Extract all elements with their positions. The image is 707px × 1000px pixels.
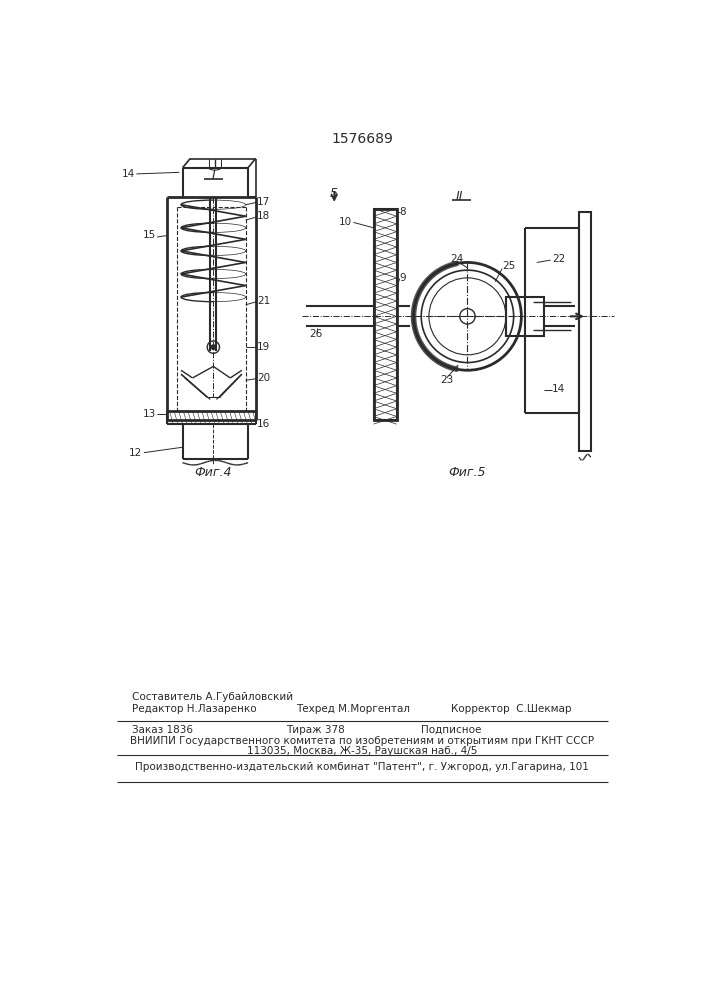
Text: Фиг.4: Фиг.4 — [194, 466, 232, 479]
Bar — [373, 209, 397, 420]
Text: I: I — [211, 169, 215, 182]
Circle shape — [211, 345, 216, 349]
Text: Техред М.Моргентал: Техред М.Моргентал — [296, 704, 411, 714]
Text: 16: 16 — [257, 419, 271, 429]
Text: ВНИИПИ Государственного комитета по изобретениям и открытиям при ГКНТ СССР: ВНИИПИ Государственного комитета по изоб… — [130, 736, 594, 746]
Text: 8: 8 — [399, 207, 407, 217]
Text: 23: 23 — [440, 375, 454, 385]
Text: 25: 25 — [502, 261, 515, 271]
Text: Производственно-издательский комбинат "Патент", г. Ужгород, ул.Гагарина, 101: Производственно-издательский комбинат "П… — [135, 762, 589, 772]
Text: 9: 9 — [399, 273, 407, 283]
Bar — [373, 209, 397, 420]
Text: II: II — [456, 190, 464, 204]
Text: 14: 14 — [122, 169, 135, 179]
Text: 1576689: 1576689 — [331, 132, 393, 146]
Text: Тираж 378: Тираж 378 — [286, 725, 345, 735]
Text: 5: 5 — [330, 187, 338, 200]
Text: 17: 17 — [257, 197, 271, 207]
Text: 20: 20 — [257, 373, 270, 383]
Text: 21: 21 — [257, 296, 271, 306]
Bar — [506, 297, 544, 336]
Text: Корректор  С.Шекмар: Корректор С.Шекмар — [450, 704, 571, 714]
Text: 18: 18 — [257, 211, 271, 221]
Text: 24: 24 — [450, 254, 464, 264]
Text: 12: 12 — [129, 448, 143, 458]
Text: 15: 15 — [142, 231, 156, 240]
Text: Редактор Н.Лазаренко: Редактор Н.Лазаренко — [132, 704, 257, 714]
Text: 22: 22 — [552, 254, 566, 264]
Text: 14: 14 — [552, 384, 566, 394]
Text: 10: 10 — [339, 217, 352, 227]
Text: Подписное: Подписное — [421, 725, 481, 735]
Bar — [579, 212, 590, 451]
Text: 13: 13 — [142, 409, 156, 419]
Text: 113035, Москва, Ж-35, Раушская наб., 4/5: 113035, Москва, Ж-35, Раушская наб., 4/5 — [247, 746, 477, 756]
Text: Составитель А.Губайловский: Составитель А.Губайловский — [132, 692, 293, 702]
Text: 26: 26 — [309, 329, 322, 339]
Text: Фиг.5: Фиг.5 — [449, 466, 486, 479]
Text: Заказ 1836: Заказ 1836 — [132, 725, 194, 735]
Text: 19: 19 — [257, 342, 271, 352]
